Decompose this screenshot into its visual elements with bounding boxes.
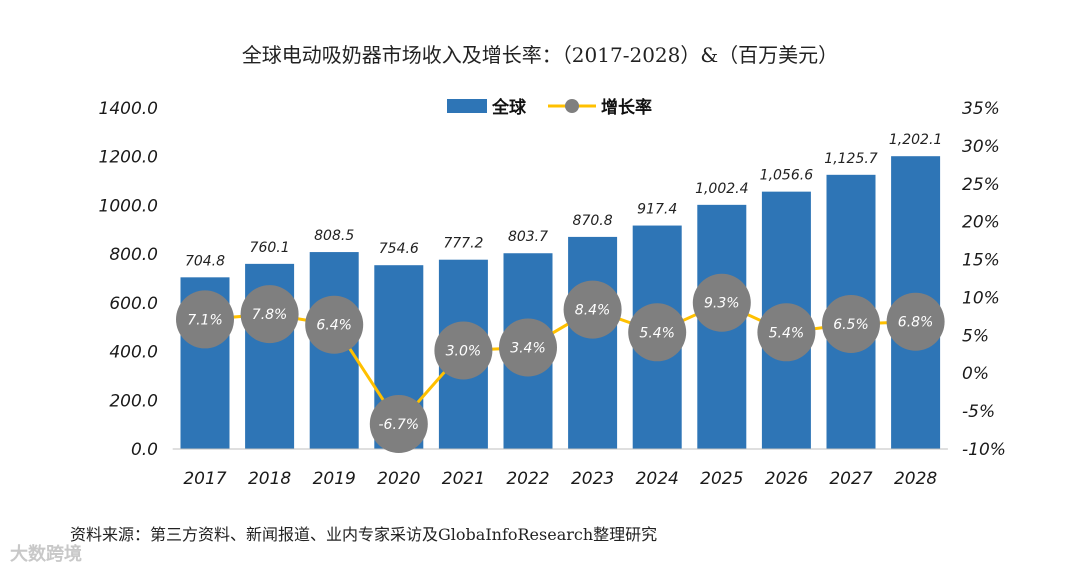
growth-marker	[176, 290, 234, 349]
bar-value-labels: 704.8 760.1 808.5 754.6 777.2 803.7 870.8 917.4…	[185, 132, 942, 269]
x-tick-label: 2023	[571, 469, 614, 489]
y-left-tick-label: 0.0	[131, 440, 158, 460]
x-tick-label: 2020	[377, 469, 420, 489]
growth-value-label: 7.8%	[252, 307, 288, 323]
growth-value-label: 3.4%	[510, 340, 546, 356]
growth-marker	[563, 280, 622, 339]
y-left-tick-label: 600.0	[109, 294, 158, 314]
growth-value-label: 6.4%	[316, 318, 352, 334]
growth-value-label: 6.5%	[833, 317, 869, 333]
bar-value-label: 803.7	[508, 229, 548, 245]
y-axis-left: 0.0 200.0 400.0 600.0 800.0 1000.0 1200.0 1400.…	[99, 99, 158, 460]
bar-value-label: 808.5	[314, 228, 354, 244]
x-tick-label: 2027	[829, 469, 872, 489]
growth-marker	[692, 273, 751, 332]
bar-value-label: 704.8	[185, 253, 225, 269]
y-right-tick-label: 35%	[962, 99, 1000, 119]
chart-title: 全球电动吸奶器市场收入及增长率：（2017-2028）&（百万美元）	[242, 43, 838, 67]
bar-value-label: 1,056.6	[760, 168, 814, 184]
bar-value-label: 754.6	[379, 241, 419, 257]
growth-marker	[886, 292, 945, 351]
y-right-tick-label: 5%	[962, 326, 989, 346]
legend-label-growth: 增长率	[601, 97, 652, 118]
legend-label-global: 全球	[491, 97, 527, 118]
legend-swatch-global	[447, 99, 487, 113]
growth-marker	[240, 285, 299, 344]
bar-value-label: 777.2	[443, 236, 483, 252]
y-left-tick-label: 1200.0	[99, 148, 158, 168]
growth-marker	[434, 321, 493, 380]
y-right-tick-label: 25%	[962, 175, 1000, 195]
growth-marker	[757, 303, 816, 362]
growth-value-label: 9.3%	[704, 296, 740, 312]
y-right-tick-label: 0%	[962, 364, 989, 384]
x-axis: 2017 2018 2019 2020 2021 2022 2023 2024 2025 2026…	[183, 469, 937, 489]
x-tick-label: 2022	[506, 469, 549, 489]
x-tick-label: 2025	[700, 469, 743, 489]
y-axis-right: -10% -5% 0% 5% 10% 15% 20% 25% 30% 35%	[962, 99, 1006, 460]
growth-value-label: 7.1%	[187, 312, 223, 328]
y-right-tick-label: 30%	[962, 137, 1000, 157]
y-left-tick-label: 200.0	[109, 391, 158, 411]
x-tick-label: 2026	[765, 469, 808, 489]
bar-value-label: 1,125.7	[824, 151, 878, 167]
legend: 全球 增长率	[447, 97, 652, 118]
growth-value-label: 5.4%	[639, 325, 675, 341]
bar-value-label: 917.4	[637, 202, 677, 218]
growth-value-label: 5.4%	[769, 325, 805, 341]
x-tick-label: 2021	[442, 469, 485, 489]
x-tick-label: 2028	[894, 469, 937, 489]
x-tick-label: 2018	[248, 469, 291, 489]
bar-value-label: 1,002.4	[695, 181, 748, 197]
growth-value-label: -6.7%	[378, 417, 419, 433]
growth-marker	[369, 394, 428, 453]
y-right-tick-label: -5%	[962, 402, 995, 422]
y-right-tick-label: 10%	[962, 288, 1000, 308]
bar-value-label: 1,202.1	[889, 132, 942, 148]
growth-marker	[822, 294, 880, 353]
growth-markers: 7.1% 7.8% 6.4% -6.7% 3.0% 3.4% 8.4% 5.4% 9.3% 5.4…	[176, 273, 945, 453]
legend-marker-growth	[565, 99, 579, 113]
y-right-tick-label: 15%	[962, 251, 1000, 271]
x-tick-label: 2019	[313, 469, 356, 489]
growth-marker	[628, 303, 687, 362]
y-left-tick-label: 400.0	[109, 343, 158, 363]
growth-value-label: 8.4%	[575, 303, 611, 319]
bar-value-label: 760.1	[250, 240, 290, 256]
growth-marker	[499, 318, 557, 377]
x-tick-label: 2024	[636, 469, 679, 489]
y-right-tick-label: 20%	[962, 213, 1000, 233]
bar	[568, 236, 618, 449]
growth-value-label: 6.8%	[898, 315, 934, 331]
x-tick-label: 2017	[183, 469, 226, 489]
growth-value-label: 3.0%	[446, 343, 482, 359]
y-left-tick-label: 1000.0	[99, 196, 158, 216]
watermark-logo: 大数跨境	[10, 544, 82, 565]
growth-marker	[305, 295, 364, 354]
source-note: 资料来源：第三方资料、新闻报道、业内专家采访及GlobaInfoResearch…	[70, 525, 658, 544]
y-left-tick-label: 1400.0	[99, 99, 158, 119]
bar-value-label: 870.8	[573, 213, 613, 229]
y-left-tick-label: 800.0	[109, 245, 158, 265]
y-right-tick-label: -10%	[962, 440, 1006, 460]
